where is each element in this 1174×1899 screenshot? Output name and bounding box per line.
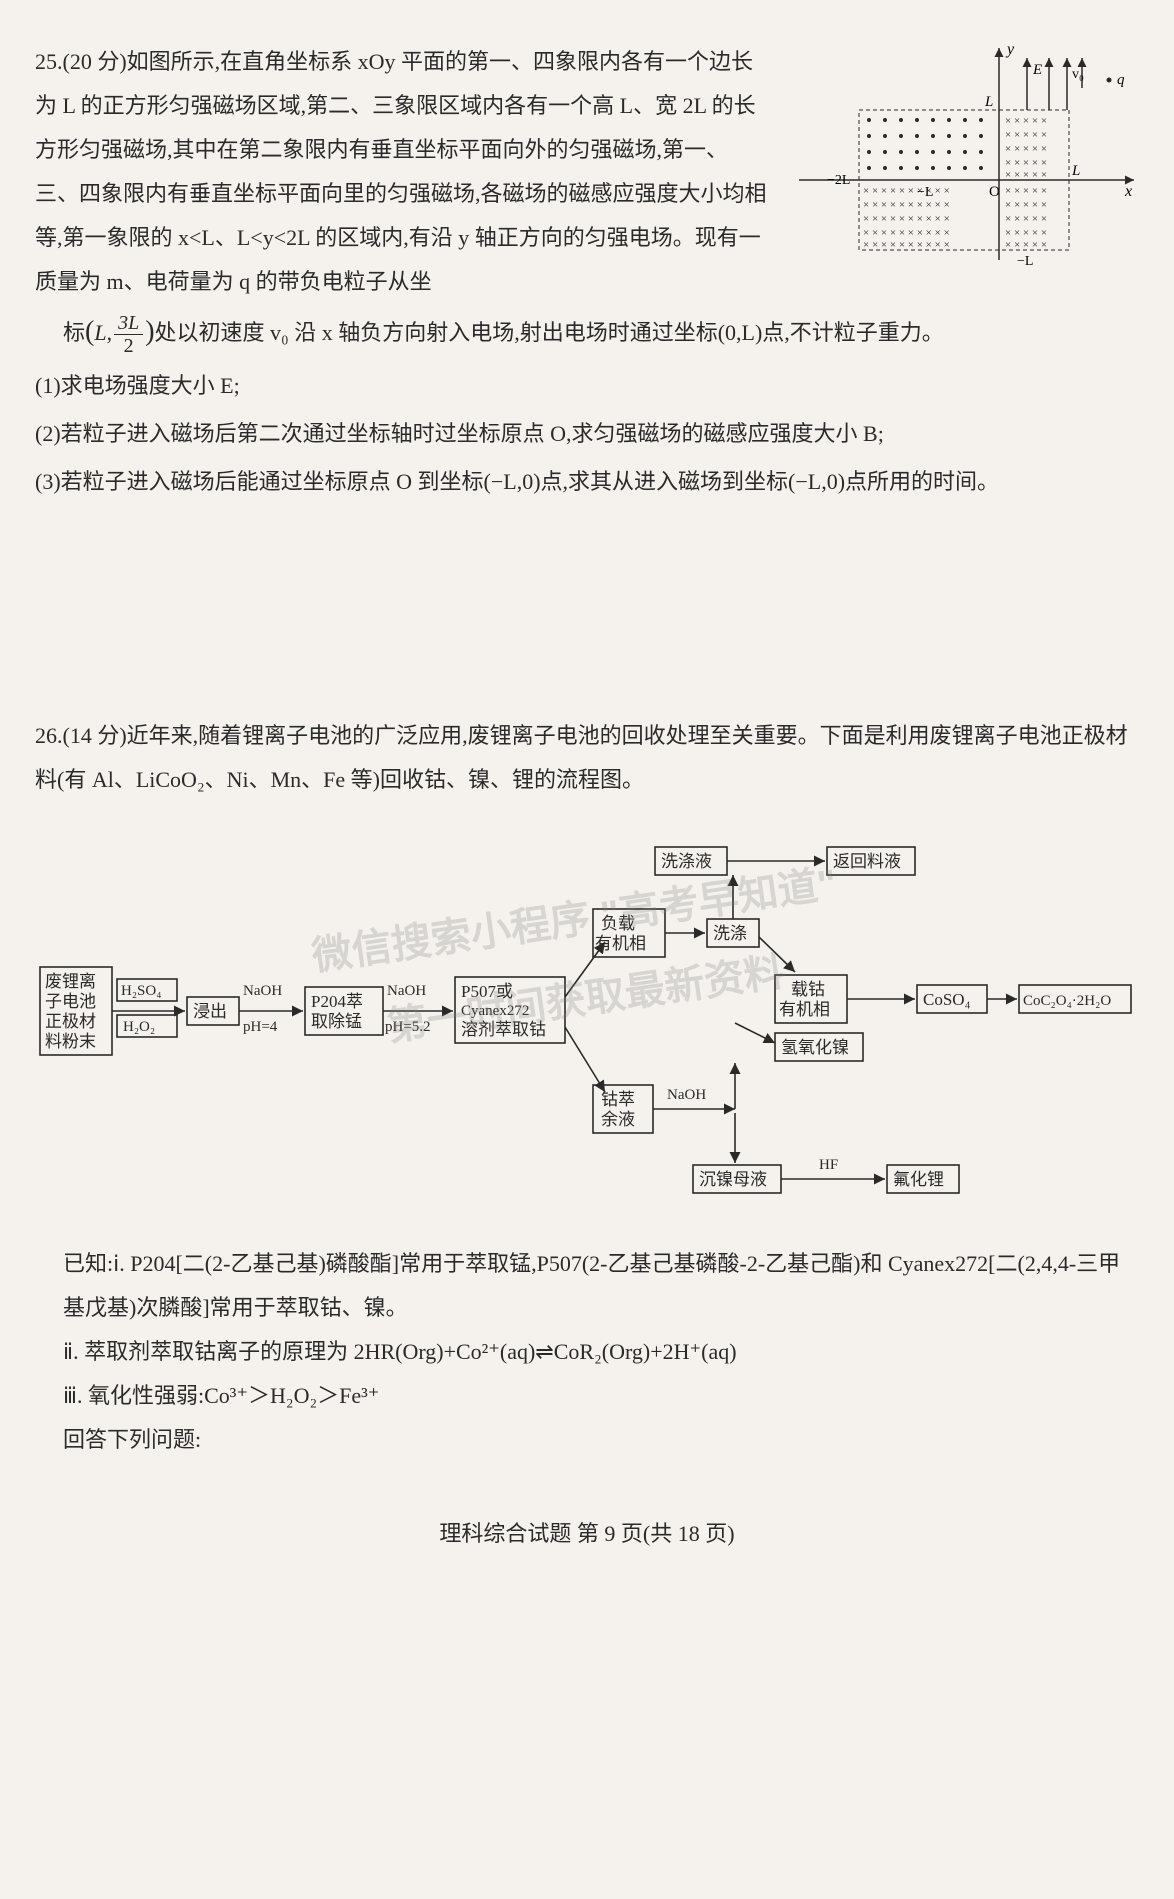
svg-text:钴萃: 钴萃 <box>601 1090 635 1109</box>
svg-text:× × × × ×: × × × × × <box>1005 169 1047 181</box>
svg-text:H₂O₂: H₂O₂ <box>123 1019 155 1035</box>
svg-text:× × × × ×: × × × × × <box>1005 185 1047 197</box>
svg-text:载钴: 载钴 <box>791 980 825 999</box>
question-26: 26.(14 分)近年来,随着锂离子电池的广泛应用,废锂离子电池的回收处理至关重… <box>35 714 1139 1462</box>
svg-text:× × × × ×: × × × × × <box>1005 129 1047 141</box>
label-minusL-bottom: −L <box>1017 254 1033 269</box>
svg-text:× × × × ×: × × × × × <box>1005 239 1047 251</box>
svg-text:CoSO₄: CoSO₄ <box>923 990 971 1009</box>
svg-text:× × × × × × × × × ×: × × × × × × × × × × <box>863 185 950 197</box>
q25-text1: 如图所示,在直角坐标系 xOy 平面的第一、四象限内各有一个边长为 L 的正方形… <box>35 49 767 294</box>
page-footer: 理科综合试题 第 9 页(共 18 页) <box>35 1512 1139 1556</box>
svg-text:× × × × × × × × × ×: × × × × × × × × × × <box>863 239 950 251</box>
q26-number: 26. <box>35 723 63 748</box>
svg-text:废锂离: 废锂离 <box>45 972 96 991</box>
svg-text:H₂SO₄: H₂SO₄ <box>121 983 161 999</box>
svg-text:有机相: 有机相 <box>779 1000 830 1019</box>
svg-text:料粉末: 料粉末 <box>45 1032 96 1051</box>
svg-text:NaOH: NaOH <box>243 983 282 999</box>
svg-text:× × × × ×: × × × × × <box>1005 115 1047 127</box>
q26-known-i: ⅰ. P204[二(2-乙基己基)磷酸酯]常用于萃取锰,P507(2-乙基己基磷… <box>63 1251 1120 1320</box>
svg-text:× × × × ×: × × × × × <box>1005 143 1047 155</box>
q25-sub3: (3)若粒子进入磁场后能通过坐标原点 O 到坐标(−L,0)点,求其从进入磁场到… <box>35 460 1139 504</box>
q25-number: 25. <box>35 49 63 74</box>
flow-svg: .fbox { fill:none; stroke:#2a2a2a; strok… <box>35 827 1135 1207</box>
q25-sub2: (2)若粒子进入磁场后第二次通过坐标轴时过坐标原点 O,求匀强磁场的磁感应强度大… <box>35 412 1139 456</box>
svg-text:× × × × ×: × × × × × <box>1005 227 1047 239</box>
q25-figure: y x O E v₀ q L × × × × × × <box>789 40 1139 285</box>
q4-crosses: × × × × × × × × × × × × × × × × × × × × … <box>1005 185 1047 251</box>
label-x: x <box>1124 183 1132 200</box>
svg-text:负载: 负载 <box>601 914 635 933</box>
svg-text:洗涤液: 洗涤液 <box>661 852 712 871</box>
q26-text: 26.(14 分)近年来,随着锂离子电池的广泛应用,废锂离子电池的回收处理至关重… <box>35 714 1139 802</box>
svg-text:HF: HF <box>819 1157 838 1173</box>
svg-text:× × × × × × × × × ×: × × × × × × × × × × <box>863 199 950 211</box>
q26-known-ii: ⅱ. 萃取剂萃取钴离子的原理为 2HR(Org)+Co²⁺(aq)⇌CoR₂(O… <box>63 1330 1139 1374</box>
q25-text2-post: 处以初速度 v₀ 沿 x 轴负方向射入电场,射出电场时通过坐标(0,L)点,不计… <box>155 320 944 345</box>
svg-text:氟化锂: 氟化锂 <box>893 1170 944 1189</box>
svg-text:CoC₂O₄·2H₂O: CoC₂O₄·2H₂O <box>1023 993 1111 1009</box>
label-Lright: L <box>1071 163 1080 179</box>
svg-text:氢氧化镍: 氢氧化镍 <box>781 1038 849 1057</box>
q1-crosses: × × × × × × × × × × × × × × × × × × × × … <box>1005 115 1047 181</box>
svg-text:溶剂萃取钴: 溶剂萃取钴 <box>461 1020 546 1039</box>
q26-answer-label: 回答下列问题: <box>63 1418 1139 1462</box>
svg-text:Cyanex272: Cyanex272 <box>461 1003 529 1019</box>
svg-text:pH=4: pH=4 <box>243 1019 278 1035</box>
svg-text:NaOH: NaOH <box>387 983 426 999</box>
svg-text:有机相: 有机相 <box>595 934 646 953</box>
svg-text:子电池: 子电池 <box>45 992 96 1011</box>
q25-coord-den: 2 <box>114 335 143 357</box>
q26-known-label: 已知: <box>63 1251 113 1276</box>
label-E: E <box>1032 62 1042 78</box>
label-minus2L: −2L <box>827 173 850 188</box>
label-v0: v₀ <box>1072 67 1084 82</box>
q2-dots <box>867 118 983 170</box>
svg-text:NaOH: NaOH <box>667 1087 706 1103</box>
physics-diagram-svg: y x O E v₀ q L × × × × × × <box>789 40 1139 270</box>
q25-coord-num: 3L <box>114 312 143 335</box>
flowchart: .fbox { fill:none; stroke:#2a2a2a; strok… <box>35 827 1139 1222</box>
svg-text:取除锰: 取除锰 <box>311 1012 362 1031</box>
q26-points: (14 分) <box>63 723 127 748</box>
q25-sub1: (1)求电场强度大小 E; <box>35 364 1139 408</box>
svg-text:× × × × × × × × × ×: × × × × × × × × × × <box>863 213 950 225</box>
q3-crosses: × × × × × × × × × × × × × × × × × × × × … <box>863 185 950 251</box>
q25-text2: 标(L,3L2)处以初速度 v₀ 沿 x 轴负方向射入电场,射出电场时通过坐标(… <box>35 304 1139 360</box>
label-minusL-left: −L <box>917 185 933 200</box>
svg-text:pH=5.2: pH=5.2 <box>385 1019 431 1035</box>
question-25: y x O E v₀ q L × × × × × × <box>35 40 1139 504</box>
svg-text:× × × × ×: × × × × × <box>1005 199 1047 211</box>
svg-text:P204萃: P204萃 <box>311 992 363 1011</box>
svg-text:沉镍母液: 沉镍母液 <box>699 1170 767 1189</box>
label-Ltop: L <box>984 94 993 110</box>
svg-text:浸出: 浸出 <box>193 1002 227 1021</box>
svg-text:P507或: P507或 <box>461 982 513 1001</box>
q26-text1: 近年来,随着锂离子电池的广泛应用,废锂离子电池的回收处理至关重要。下面是利用废锂… <box>35 723 1128 792</box>
label-O: O <box>989 184 1000 200</box>
label-y: y <box>1005 41 1015 58</box>
svg-text:× × × × × × × × × ×: × × × × × × × × × × <box>863 227 950 239</box>
svg-text:× × × × ×: × × × × × <box>1005 157 1047 169</box>
svg-text:洗涤: 洗涤 <box>713 924 747 943</box>
svg-text:余液: 余液 <box>601 1110 635 1129</box>
q25-points: (20 分) <box>63 49 127 74</box>
q25-coord-L: L <box>94 320 106 345</box>
label-q: q <box>1117 72 1125 88</box>
svg-text:× × × × ×: × × × × × <box>1005 213 1047 225</box>
q25-text2-pre: 标 <box>63 320 85 345</box>
svg-text:返回料液: 返回料液 <box>833 852 901 871</box>
svg-text:正极材: 正极材 <box>45 1012 96 1031</box>
q26-known: 已知:ⅰ. P204[二(2-乙基己基)磷酸酯]常用于萃取锰,P507(2-乙基… <box>35 1242 1139 1462</box>
q26-known-iii: ⅲ. 氧化性强弱:Co³⁺＞H₂O₂＞Fe³⁺ <box>63 1374 1139 1418</box>
